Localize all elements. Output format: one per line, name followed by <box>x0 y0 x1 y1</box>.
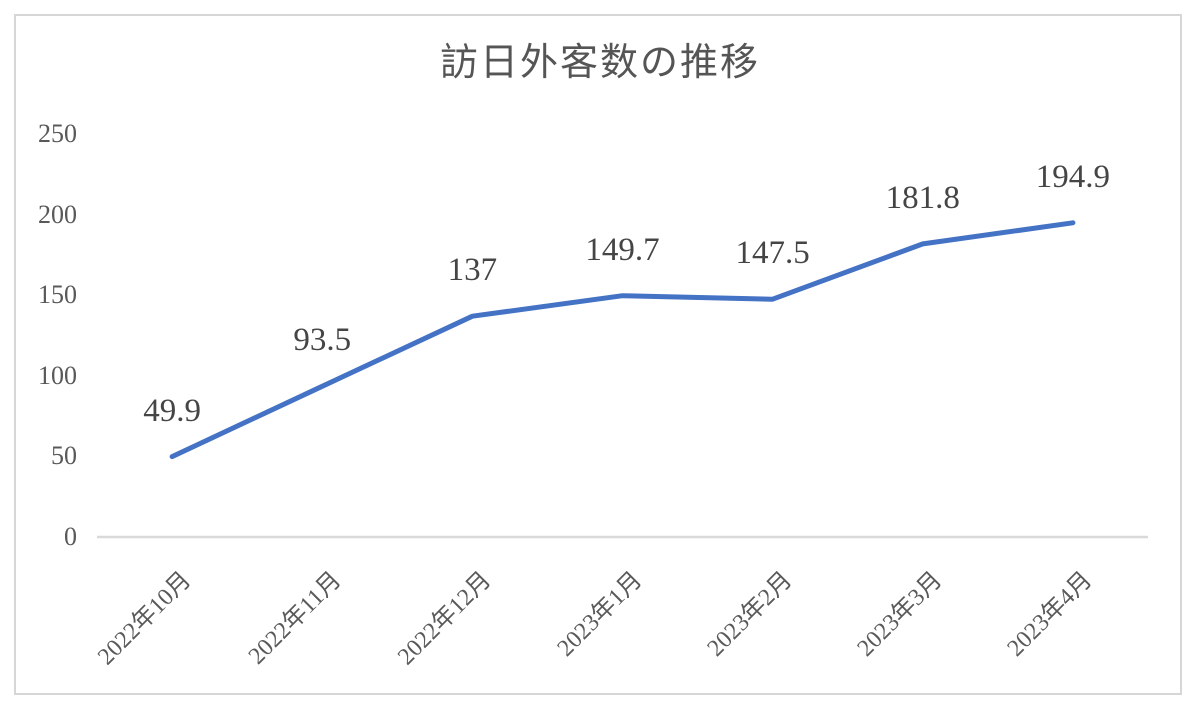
chart-frame <box>14 14 1182 695</box>
visitors-line-series <box>169 220 1076 460</box>
data-point-label: 49.9 <box>143 392 201 429</box>
y-tick-label: 100 <box>38 360 77 390</box>
chart-title: 訪日外客数の推移 <box>439 42 760 84</box>
data-point-label: 181.8 <box>885 179 960 216</box>
y-tick-label: 50 <box>51 441 77 471</box>
y-tick-label: 0 <box>64 522 77 551</box>
data-point-label: 149.7 <box>585 231 660 268</box>
y-tick-label: 250 <box>38 119 77 148</box>
data-point-label: 137 <box>447 252 498 289</box>
y-tick-label: 150 <box>38 280 77 310</box>
data-point-label: 194.9 <box>1035 158 1111 195</box>
y-tick-label: 200 <box>38 199 77 229</box>
data-point-label: 93.5 <box>293 322 352 359</box>
data-point-label: 147.5 <box>735 235 810 272</box>
